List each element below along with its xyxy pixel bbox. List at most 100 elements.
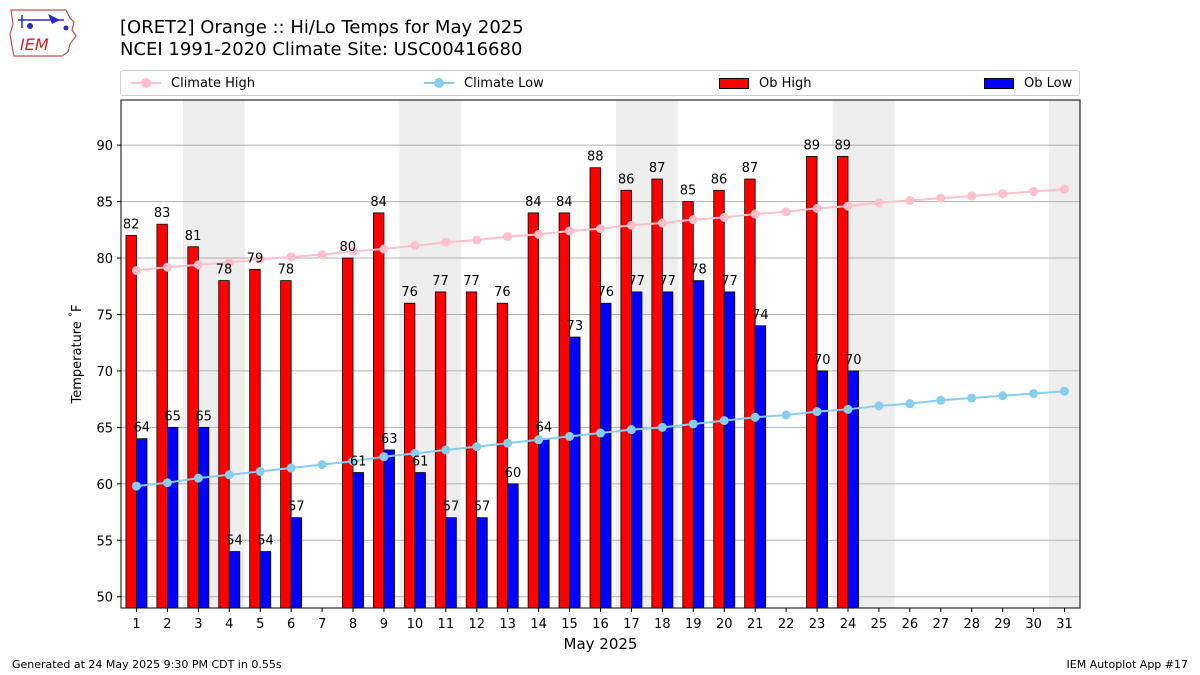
ob-high-data-label: 76 xyxy=(401,285,418,300)
x-tick-label: 15 xyxy=(561,617,578,632)
chart-legend: Climate High Climate Low Ob High Ob Low xyxy=(120,70,1080,96)
climate-low-point xyxy=(1060,386,1070,396)
ob-high-data-label: 76 xyxy=(494,285,511,300)
x-tick-label: 28 xyxy=(963,617,980,632)
x-tick-label: 22 xyxy=(778,617,795,632)
ob-high-bar xyxy=(806,156,818,609)
climate-high-point xyxy=(596,224,605,234)
climate-low-point xyxy=(441,445,451,455)
climate-low-point xyxy=(719,416,729,426)
iowa-map-logo-icon: IEM xyxy=(9,9,77,57)
app-credit: IEM Autoplot App #17 xyxy=(1066,658,1189,671)
ob-low-bar xyxy=(631,291,643,609)
ob-low-bar xyxy=(352,472,364,609)
ob-high-data-label: 80 xyxy=(339,240,356,255)
climate-low-point xyxy=(1029,389,1039,399)
legend-label-climate-low: Climate Low xyxy=(464,75,544,91)
climate-high-point xyxy=(626,220,636,230)
x-tick-label: 13 xyxy=(499,617,516,632)
ob-low-bar xyxy=(692,280,705,609)
ob-high-bar xyxy=(744,178,756,609)
ob-low-bar xyxy=(476,517,488,609)
x-tick-label: 26 xyxy=(902,617,919,632)
climate-low-point xyxy=(224,470,234,480)
climate-high-point xyxy=(1060,184,1070,194)
legend-swatch-ob-high xyxy=(719,77,749,89)
legend-item-climate-high: Climate High xyxy=(131,71,255,95)
climate-high-point xyxy=(131,265,141,275)
ob-low-bar xyxy=(136,438,148,609)
ob-high-bar xyxy=(280,280,292,609)
ob-high-bar xyxy=(558,212,570,609)
climate-low-point xyxy=(503,438,513,448)
x-tick-label: 7 xyxy=(318,617,326,632)
ob-high-bar xyxy=(589,167,601,609)
ob-high-bar xyxy=(249,268,261,609)
ob-high-data-label: 82 xyxy=(123,217,140,232)
ob-low-data-label: 74 xyxy=(752,308,769,323)
chart-title: [ORET2] Orange :: Hi/Lo Temps for May 20… xyxy=(120,17,524,38)
climate-low-point xyxy=(998,391,1008,401)
climate-high-point xyxy=(874,198,884,208)
ob-low-data-label: 64 xyxy=(536,421,553,436)
ob-low-data-label: 70 xyxy=(814,353,831,368)
legend-item-ob-high: Ob High xyxy=(719,71,812,95)
x-tick-label: 10 xyxy=(407,617,424,632)
climate-high-point xyxy=(781,207,791,217)
ob-high-data-label: 85 xyxy=(680,184,697,199)
climate-high-point xyxy=(688,215,698,225)
x-tick-label: 19 xyxy=(685,617,702,632)
climate-high-point xyxy=(750,209,760,219)
climate-high-point xyxy=(565,226,575,236)
climate-high-point xyxy=(472,235,482,245)
climate-low-point xyxy=(843,404,853,414)
ob-high-data-label: 87 xyxy=(742,161,759,176)
ob-low-bar xyxy=(538,438,550,609)
climate-high-point xyxy=(998,189,1008,199)
climate-high-point xyxy=(719,212,729,222)
climate-low-point xyxy=(812,407,822,417)
ob-low-bar xyxy=(414,472,426,609)
climate-high-point xyxy=(503,232,513,242)
climate-low-point xyxy=(193,473,203,483)
y-tick-label: 90 xyxy=(96,139,113,154)
climate-low-point xyxy=(565,431,575,441)
climate-high-point xyxy=(379,244,389,254)
ob-high-data-label: 87 xyxy=(649,161,666,176)
ob-high-bar xyxy=(620,189,632,609)
ob-high-bar xyxy=(651,178,663,609)
ob-high-bar xyxy=(218,280,230,609)
climate-low-point xyxy=(657,422,667,432)
climate-high-point xyxy=(162,262,172,272)
climate-high-point xyxy=(286,252,296,262)
climate-low-point xyxy=(905,399,915,409)
ob-high-data-label: 89 xyxy=(834,138,851,153)
x-tick-label: 5 xyxy=(256,617,264,632)
ob-low-data-label: 77 xyxy=(721,274,738,289)
x-tick-label: 18 xyxy=(654,617,671,632)
ob-low-data-label: 77 xyxy=(659,274,676,289)
ob-high-data-label: 77 xyxy=(463,274,480,289)
ob-low-bar xyxy=(816,370,828,609)
x-tick-label: 21 xyxy=(747,617,764,632)
y-tick-label: 60 xyxy=(96,478,113,493)
x-tick-label: 14 xyxy=(530,617,547,632)
climate-high-point xyxy=(317,250,327,260)
ob-low-bar xyxy=(167,426,179,609)
climate-low-point xyxy=(255,466,265,476)
ob-low-data-label: 65 xyxy=(164,409,181,424)
climate-high-point xyxy=(348,246,358,256)
x-tick-label: 16 xyxy=(592,617,609,632)
climate-high-point xyxy=(967,191,977,201)
ob-high-bar xyxy=(187,246,199,609)
legend-label-ob-low: Ob Low xyxy=(1024,75,1073,91)
climate-low-point xyxy=(874,401,884,411)
x-tick-label: 23 xyxy=(809,617,826,632)
ob-low-data-label: 54 xyxy=(226,534,243,549)
climate-low-point xyxy=(348,456,358,466)
x-tick-label: 2 xyxy=(163,617,171,632)
y-tick-label: 50 xyxy=(96,591,113,606)
ob-high-data-label: 84 xyxy=(370,195,387,210)
climate-low-point xyxy=(379,452,389,462)
x-tick-label: 6 xyxy=(287,617,295,632)
